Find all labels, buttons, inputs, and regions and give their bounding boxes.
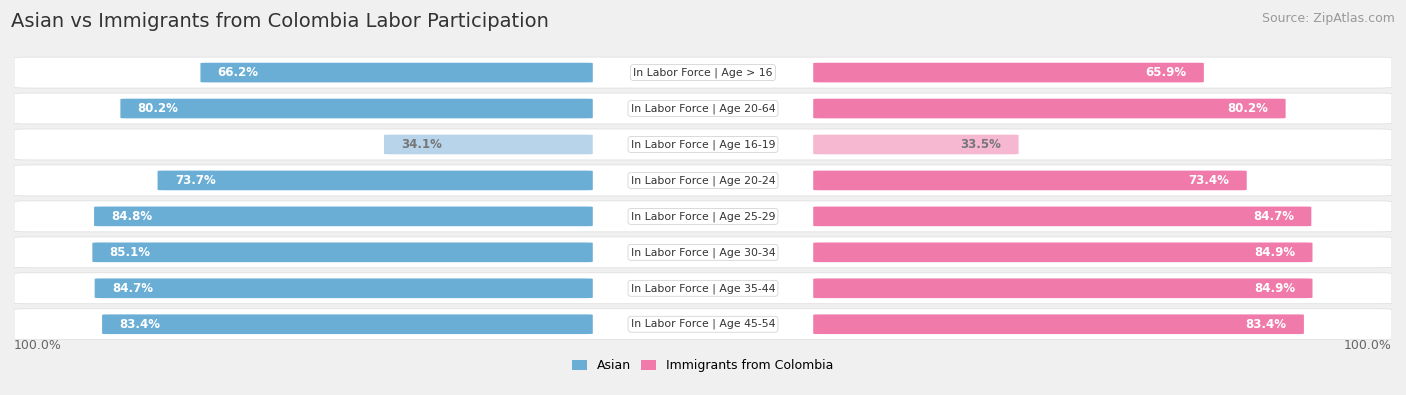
Text: 83.4%: 83.4% (120, 318, 160, 331)
FancyBboxPatch shape (14, 165, 1392, 196)
FancyBboxPatch shape (384, 135, 593, 154)
FancyBboxPatch shape (201, 63, 593, 83)
Text: 84.9%: 84.9% (1254, 246, 1295, 259)
Legend: Asian, Immigrants from Colombia: Asian, Immigrants from Colombia (567, 354, 839, 377)
Text: 33.5%: 33.5% (960, 138, 1001, 151)
FancyBboxPatch shape (813, 99, 1285, 118)
FancyBboxPatch shape (157, 171, 593, 190)
FancyBboxPatch shape (813, 314, 1303, 334)
Text: 80.2%: 80.2% (1227, 102, 1268, 115)
Text: In Labor Force | Age > 16: In Labor Force | Age > 16 (633, 67, 773, 78)
Text: 80.2%: 80.2% (138, 102, 179, 115)
Text: 83.4%: 83.4% (1246, 318, 1286, 331)
FancyBboxPatch shape (14, 57, 1392, 88)
Text: 66.2%: 66.2% (218, 66, 259, 79)
Text: In Labor Force | Age 35-44: In Labor Force | Age 35-44 (631, 283, 775, 293)
Text: 100.0%: 100.0% (1344, 339, 1392, 352)
FancyBboxPatch shape (813, 243, 1312, 262)
FancyBboxPatch shape (813, 207, 1312, 226)
FancyBboxPatch shape (93, 243, 593, 262)
Text: 73.7%: 73.7% (174, 174, 215, 187)
Text: In Labor Force | Age 25-29: In Labor Force | Age 25-29 (631, 211, 775, 222)
FancyBboxPatch shape (813, 63, 1204, 83)
FancyBboxPatch shape (14, 309, 1392, 340)
Text: Source: ZipAtlas.com: Source: ZipAtlas.com (1261, 12, 1395, 25)
Text: In Labor Force | Age 45-54: In Labor Force | Age 45-54 (631, 319, 775, 329)
FancyBboxPatch shape (103, 314, 593, 334)
Text: In Labor Force | Age 30-34: In Labor Force | Age 30-34 (631, 247, 775, 258)
Text: 84.8%: 84.8% (111, 210, 152, 223)
FancyBboxPatch shape (813, 278, 1312, 298)
Text: 85.1%: 85.1% (110, 246, 150, 259)
Text: 100.0%: 100.0% (14, 339, 62, 352)
Text: 84.9%: 84.9% (1254, 282, 1295, 295)
Text: 34.1%: 34.1% (401, 138, 441, 151)
FancyBboxPatch shape (121, 99, 593, 118)
FancyBboxPatch shape (14, 93, 1392, 124)
Text: Asian vs Immigrants from Colombia Labor Participation: Asian vs Immigrants from Colombia Labor … (11, 12, 550, 31)
FancyBboxPatch shape (94, 207, 593, 226)
Text: In Labor Force | Age 20-64: In Labor Force | Age 20-64 (631, 103, 775, 114)
Text: 73.4%: 73.4% (1188, 174, 1229, 187)
FancyBboxPatch shape (813, 171, 1247, 190)
Text: 65.9%: 65.9% (1146, 66, 1187, 79)
Text: In Labor Force | Age 16-19: In Labor Force | Age 16-19 (631, 139, 775, 150)
FancyBboxPatch shape (813, 135, 1018, 154)
FancyBboxPatch shape (14, 129, 1392, 160)
FancyBboxPatch shape (14, 273, 1392, 304)
FancyBboxPatch shape (14, 237, 1392, 268)
FancyBboxPatch shape (14, 201, 1392, 232)
FancyBboxPatch shape (94, 278, 593, 298)
Text: 84.7%: 84.7% (112, 282, 153, 295)
Text: 84.7%: 84.7% (1253, 210, 1294, 223)
Text: In Labor Force | Age 20-24: In Labor Force | Age 20-24 (631, 175, 775, 186)
